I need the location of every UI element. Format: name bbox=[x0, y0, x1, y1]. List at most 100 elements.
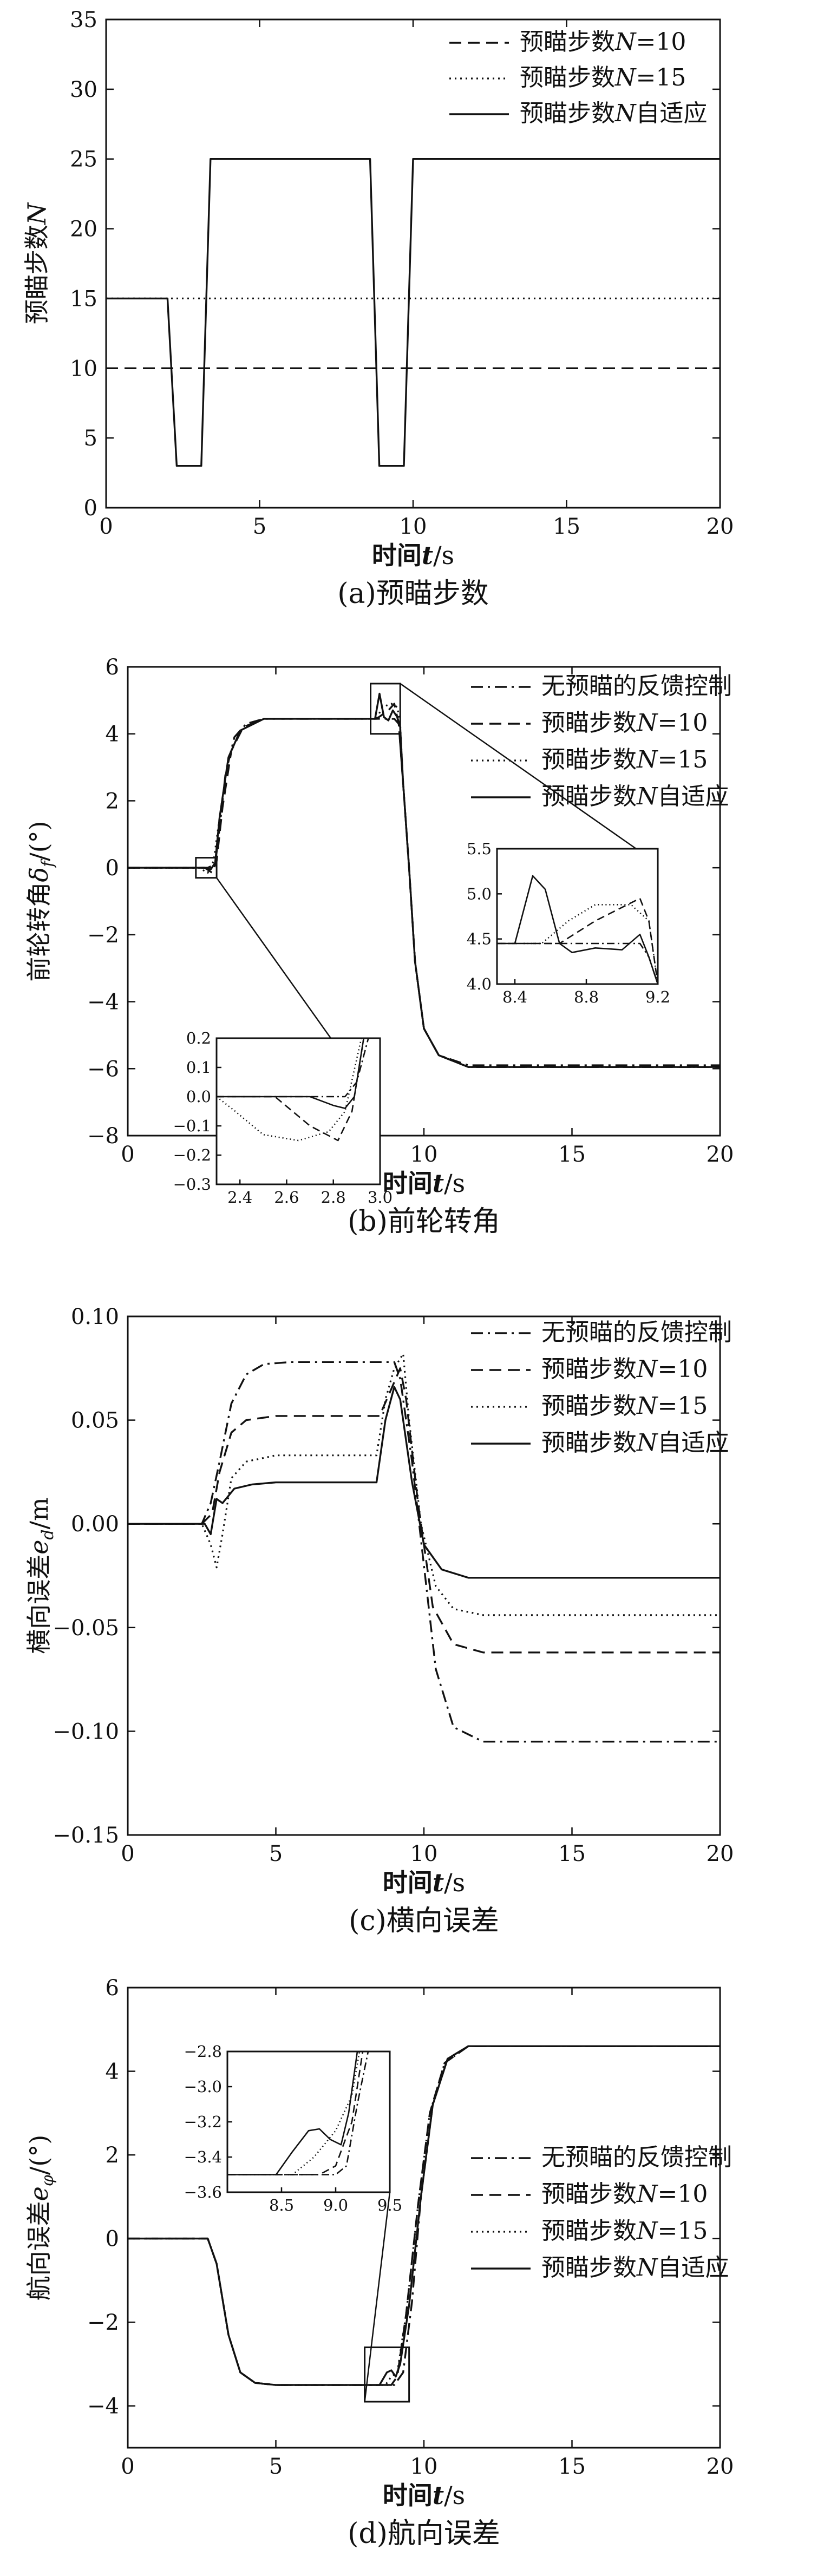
y-tick-label: −0.10 bbox=[53, 1719, 119, 1744]
zoom-connector bbox=[216, 877, 332, 1039]
x-tick-label: 0 bbox=[121, 1841, 134, 1866]
inset-series-line-solid bbox=[497, 875, 658, 984]
inset-x-tick-label: 9.0 bbox=[323, 2196, 348, 2214]
x-tick-label: 0 bbox=[121, 1142, 134, 1167]
y-tick-label: 6 bbox=[106, 1976, 119, 2001]
legend-entry: 预瞄步数N=15 bbox=[541, 746, 708, 774]
legend-entry: 预瞄步数N自适应 bbox=[541, 783, 729, 810]
plot-frame bbox=[105, 18, 721, 509]
inset-y-tick-label: −3.6 bbox=[184, 2183, 222, 2201]
series-group bbox=[128, 2045, 720, 2386]
chart-caption: (d)航向误差 bbox=[348, 2518, 500, 2550]
chart-caption: (b)前轮转角 bbox=[348, 1205, 500, 1238]
inset-y-tick-label: 4.0 bbox=[467, 975, 492, 993]
x-tick-label: 20 bbox=[707, 1841, 734, 1866]
inset-series-line-dotted bbox=[497, 904, 658, 984]
x-tick-label: 15 bbox=[558, 1841, 586, 1866]
series-line-dotted bbox=[128, 2045, 720, 2386]
y-tick-label: 0 bbox=[106, 2227, 119, 2252]
x-tick-label: 10 bbox=[400, 514, 427, 539]
inset-series-line-dashed bbox=[497, 897, 658, 984]
y-tick-label: 2 bbox=[106, 2143, 119, 2168]
x-tick-label: 20 bbox=[707, 1142, 734, 1167]
legend-entry: 预瞄步数N自适应 bbox=[541, 1429, 729, 1457]
inset-y-tick-label: −0.1 bbox=[173, 1117, 211, 1135]
inset-frame bbox=[215, 1037, 381, 1185]
inset-panel-2: 8.4 8.8 9.2 4.0 4.5 5.0 5.5 bbox=[370, 683, 670, 1006]
y-tick-label: −6 bbox=[87, 1057, 119, 1081]
inset-x-tick-label: 9.5 bbox=[377, 2196, 402, 2214]
y-tick-label: −2 bbox=[87, 923, 119, 948]
inset-x-tick-label: 2.4 bbox=[227, 1188, 252, 1207]
inset-y-tick-label: 0.0 bbox=[186, 1087, 211, 1106]
y-tick-label: −8 bbox=[87, 1124, 119, 1149]
y-tick-label: −0.05 bbox=[53, 1616, 119, 1641]
inset-x-tick-label: 8.4 bbox=[502, 988, 527, 1006]
legend-entry: 无预瞄的反馈控制 bbox=[541, 2144, 732, 2171]
x-tick-label: 15 bbox=[558, 2454, 586, 2479]
inset-series-group bbox=[497, 875, 658, 984]
chart-panel-4: 0 5 10 15 20 −4 −2 0 2 4 6 时间t/s 航向误差eφ/(°) 无预瞄的反馈控制预… bbox=[24, 1976, 734, 2550]
inset-panel-1: 2.4 2.6 2.8 3.0 −0.3 −0.2 −0.1 0.0 0.1 0.2 bbox=[173, 857, 393, 1207]
inset-x-tick-label: 9.2 bbox=[645, 988, 670, 1006]
y-tick-label: 20 bbox=[70, 217, 97, 242]
y-tick-label: 15 bbox=[70, 286, 97, 311]
inset-y-tick-label: −3.2 bbox=[184, 2113, 222, 2131]
inset-y-tick-label: −0.2 bbox=[173, 1146, 211, 1164]
zoom-connector bbox=[364, 2192, 391, 2402]
inset-y-tick-label: 0.2 bbox=[186, 1029, 211, 1047]
inset-frame bbox=[496, 848, 659, 985]
y-axis-label: 预瞄步数N bbox=[22, 202, 51, 324]
series-group bbox=[106, 158, 720, 467]
x-tick-label: 20 bbox=[707, 514, 734, 539]
chart-caption: (a)预瞄步数 bbox=[337, 578, 489, 610]
x-tick-label: 5 bbox=[269, 1841, 283, 1866]
x-tick-label: 15 bbox=[558, 1142, 586, 1167]
inset-y-tick-label: 4.5 bbox=[467, 930, 492, 948]
y-tick-label: −2 bbox=[87, 2310, 119, 2335]
legend-entry: 预瞄步数N=10 bbox=[541, 2180, 708, 2208]
y-tick-label: 0.10 bbox=[71, 1305, 119, 1329]
inset-x-tick-label: 2.6 bbox=[274, 1188, 299, 1207]
inset-series-line-dotted bbox=[227, 2051, 361, 2175]
series-line-dotted bbox=[128, 1353, 720, 1616]
y-tick-label: −4 bbox=[87, 2394, 119, 2419]
y-tick-label: 2 bbox=[106, 789, 119, 814]
zoom-source-box bbox=[195, 857, 218, 879]
x-axis-label: 时间t/s bbox=[383, 2481, 465, 2510]
x-axis-label: 时间t/s bbox=[383, 1868, 465, 1897]
legend-entry: 预瞄步数N=10 bbox=[520, 28, 686, 56]
x-tick-label: 15 bbox=[553, 514, 580, 539]
chart-panel-1: 0 5 10 15 20 0 5 10 15 20 25 30 35 时间t/s 预瞄步数N 预瞄步数N=10… bbox=[22, 8, 734, 610]
chart-caption: (c)横向误差 bbox=[349, 1905, 499, 1937]
inset-series-group bbox=[227, 2051, 369, 2175]
series-group bbox=[128, 1353, 720, 1743]
x-tick-label: 10 bbox=[410, 1142, 438, 1167]
x-tick-label: 0 bbox=[99, 514, 113, 539]
legend-entry: 预瞄步数N=10 bbox=[541, 1355, 708, 1383]
x-tick-label: 20 bbox=[707, 2454, 734, 2479]
inset-y-tick-label: −3.0 bbox=[184, 2077, 222, 2096]
x-tick-label: 0 bbox=[121, 2454, 134, 2479]
legend-entry: 无预瞄的反馈控制 bbox=[541, 1319, 732, 1346]
x-tick-label: 5 bbox=[253, 514, 266, 539]
series-line-dotted bbox=[128, 703, 720, 1068]
y-tick-label: 10 bbox=[70, 356, 97, 381]
legend-entry: 无预瞄的反馈控制 bbox=[541, 672, 732, 700]
y-axis-label: 航向误差eφ/(°) bbox=[24, 2135, 57, 2301]
y-tick-label: 4 bbox=[106, 2060, 119, 2085]
y-tick-label: −4 bbox=[87, 990, 119, 1015]
zoom-source-box bbox=[370, 683, 401, 735]
inset-y-tick-label: −3.4 bbox=[184, 2148, 222, 2166]
y-tick-label: 6 bbox=[106, 655, 119, 680]
y-tick-label: −0.15 bbox=[53, 1823, 119, 1848]
inset-x-tick-label: 8.5 bbox=[269, 2196, 294, 2214]
x-axis-label: 时间t/s bbox=[372, 541, 454, 570]
legend-entry: 预瞄步数N自适应 bbox=[541, 2254, 729, 2282]
inset-y-tick-label: 0.1 bbox=[186, 1058, 211, 1077]
legend: 预瞄步数N=10 预瞄步数N=15 预瞄步数N自适应 bbox=[449, 28, 708, 127]
